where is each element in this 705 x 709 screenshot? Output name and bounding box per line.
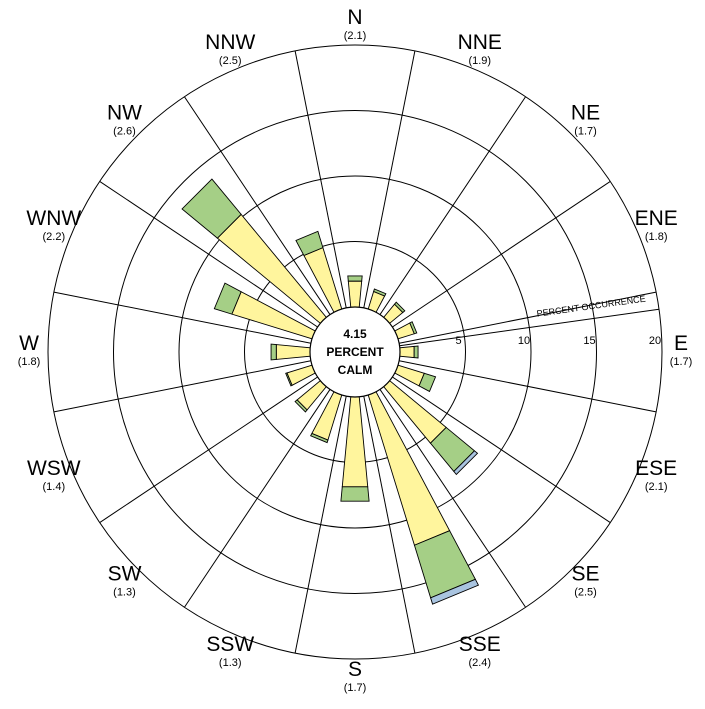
sector-spoke — [294, 50, 347, 308]
direction-label-s: S — [348, 658, 362, 681]
direction-speed-w: (1.8) — [18, 356, 41, 368]
direction-speed-wsw: (1.4) — [43, 481, 66, 493]
sector-spoke — [53, 360, 311, 413]
calm-label-line1: PERCENT — [326, 345, 384, 359]
sector-spoke — [379, 96, 526, 315]
bar-ese-middle — [418, 372, 437, 393]
bar-s-inner — [341, 396, 369, 488]
bar-e-middle — [413, 345, 419, 359]
bar-se-outer — [453, 450, 479, 476]
direction-label-sw: SW — [108, 563, 142, 586]
direction-speed-sse: (2.4) — [468, 657, 491, 669]
bar-ne-middle — [393, 301, 406, 314]
bar-nw-middle — [181, 178, 242, 239]
bar-nnw-middle — [295, 230, 324, 257]
direction-speed-wnw: (2.2) — [43, 231, 66, 243]
bar-sw-middle — [294, 399, 308, 413]
ring-label-10: 10 — [518, 335, 530, 347]
sector-spoke — [379, 389, 526, 608]
direction-label-ssw: SSW — [206, 633, 254, 656]
bar-sse-outer — [430, 578, 480, 605]
sector-spoke — [99, 181, 318, 328]
ring-label-5: 5 — [455, 335, 461, 347]
direction-speed-e: (1.7) — [670, 356, 693, 368]
direction-speed-ssw: (1.3) — [219, 657, 242, 669]
direction-label-se: SE — [572, 563, 600, 586]
calm-circle: 4.15 PERCENT CALM — [309, 306, 401, 398]
direction-label-ene: ENE — [635, 207, 678, 230]
sector-spoke — [392, 376, 611, 523]
direction-label-nne: NNE — [458, 31, 502, 54]
bar-w-inner — [275, 344, 311, 360]
sector-spoke — [399, 360, 657, 413]
direction-label-ese: ESE — [635, 457, 677, 480]
ring-15 — [113, 110, 597, 594]
bar-ene-middle — [409, 321, 418, 335]
sector-spoke — [363, 396, 416, 654]
direction-label-ne: NE — [571, 101, 600, 124]
direction-speed-sw: (1.3) — [113, 587, 136, 599]
calm-value: 4.15 — [343, 327, 367, 341]
sector-spoke — [392, 181, 611, 328]
calm-circle-shape — [309, 306, 401, 398]
direction-label-sse: SSE — [459, 633, 501, 656]
direction-labels: N(2.1) NNE(1.9)NE(1.7)ENE(1.8)E(1.7)ESE(2… — [18, 6, 693, 694]
sector-spoke — [363, 50, 416, 308]
polar-grid — [47, 44, 663, 660]
sector-spoke — [184, 389, 331, 608]
bar-ssw-middle — [310, 432, 329, 444]
direction-speed-s: (1.7) — [344, 682, 367, 694]
bar-wnw-middle — [213, 282, 242, 315]
bar-w-middle — [270, 343, 277, 361]
bar-ese-inner — [394, 364, 425, 387]
direction-speed-nne: (1.9) — [468, 55, 491, 67]
radial-axis-line — [399, 308, 660, 347]
direction-label-nnw: NNW — [205, 31, 255, 54]
ring-label-20: 20 — [649, 335, 661, 347]
bar-n-middle — [347, 275, 363, 282]
bar-e-inner — [399, 345, 415, 359]
direction-speed-nw: (2.6) — [113, 125, 136, 137]
bar-nne-middle — [373, 288, 387, 297]
sector-spoke — [399, 291, 657, 344]
direction-label-nw: NW — [107, 101, 142, 124]
direction-label-e: E — [674, 332, 688, 355]
bar-wsw-middle — [285, 372, 293, 387]
direction-speed-nnw: (2.5) — [219, 55, 242, 67]
bar-s-middle — [340, 486, 370, 502]
direction-speed-n: (2.1) — [344, 30, 367, 42]
ring-20 — [47, 44, 663, 660]
calm-label-line2: CALM — [338, 363, 373, 377]
direction-label-n: N — [347, 6, 362, 29]
bar-n-inner — [347, 280, 363, 308]
direction-speed-ene: (1.8) — [645, 231, 668, 243]
direction-speed-ese: (2.1) — [645, 481, 668, 493]
direction-label-w: W — [19, 332, 39, 355]
sector-spoke — [99, 376, 318, 523]
direction-label-wsw: WSW — [27, 457, 81, 480]
sector-spoke — [184, 96, 331, 315]
ring-10 — [178, 175, 532, 529]
sector-spoke — [53, 291, 311, 344]
direction-speed-ne: (1.7) — [574, 125, 597, 137]
ring-label-15: 15 — [583, 335, 595, 347]
wind-rose-bars — [181, 178, 480, 605]
radial-axis-title: PERCENT OCCURRENCE — [536, 294, 646, 319]
sector-spoke — [294, 396, 347, 654]
direction-speed-se: (2.5) — [574, 587, 597, 599]
direction-label-wnw: WNW — [26, 207, 81, 230]
